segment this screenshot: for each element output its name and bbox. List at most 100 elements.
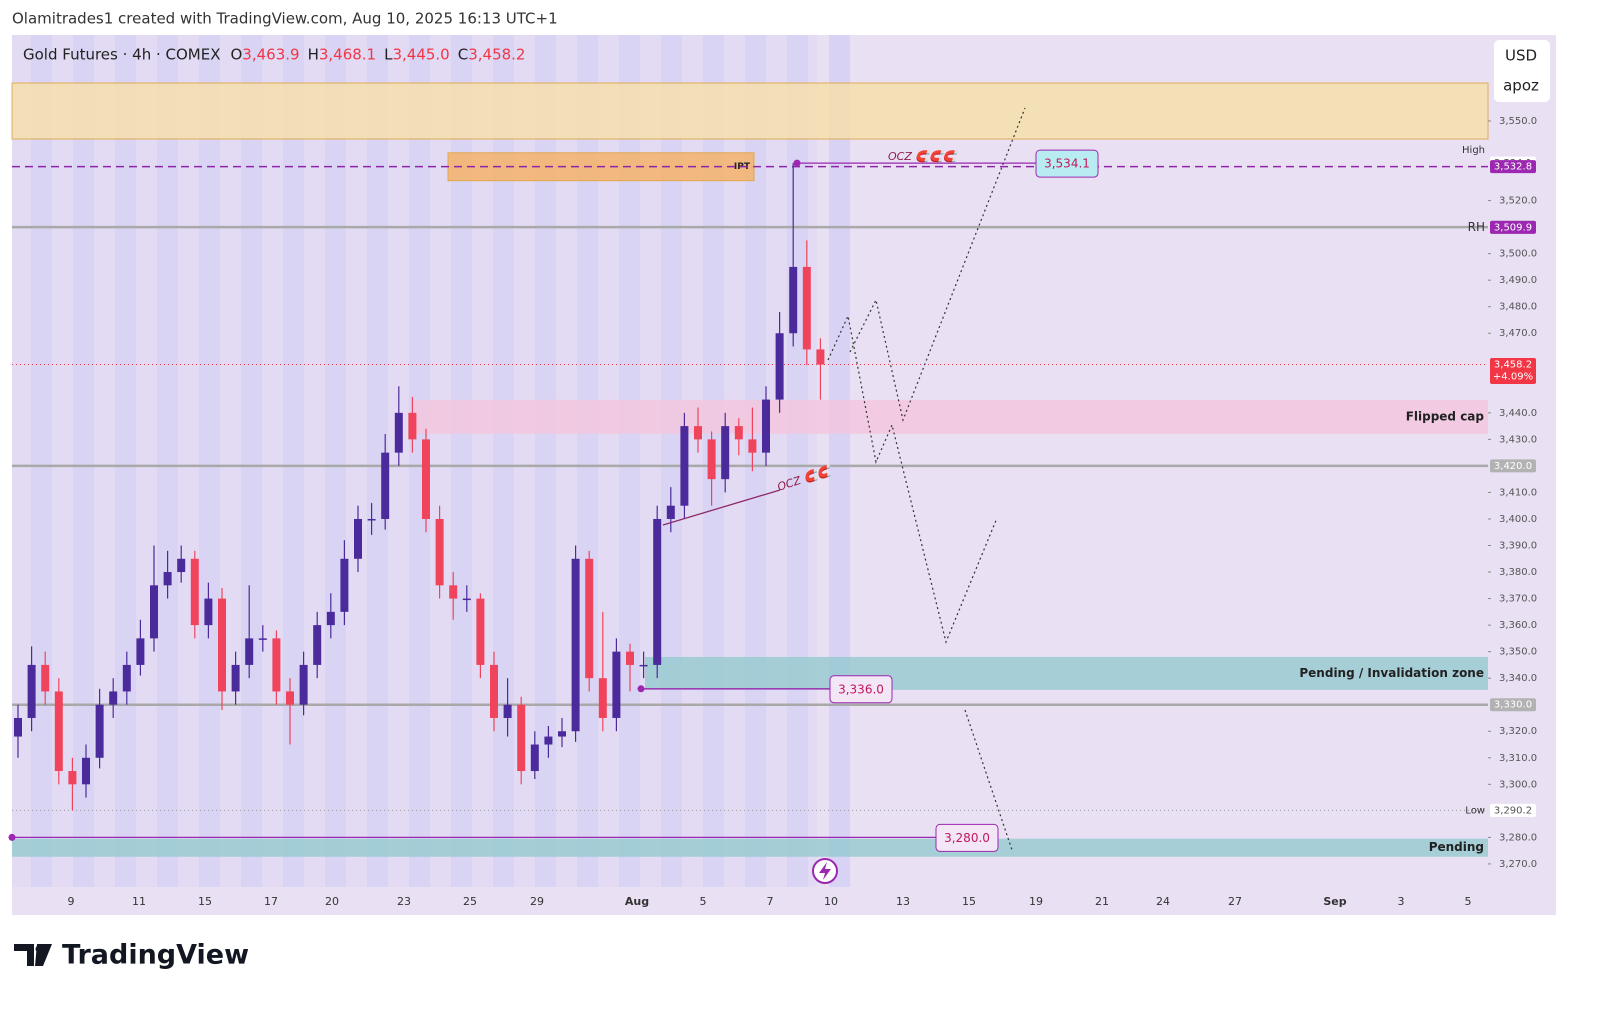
candle-body (163, 572, 172, 586)
candle-body (571, 558, 580, 732)
callout-label: 3,534.1 (1044, 157, 1090, 171)
candle-body (639, 664, 648, 667)
logo-dot (35, 945, 43, 953)
candle-body (476, 598, 485, 665)
x-tick-label: 29 (530, 895, 544, 908)
price-label: 3,290.2 (1494, 805, 1532, 816)
currency-box[interactable] (1494, 40, 1550, 102)
candle-body (381, 452, 390, 519)
candle-body (462, 598, 471, 601)
session-band (241, 35, 262, 887)
legend-value: 3,458.2 (468, 46, 525, 64)
x-tick-label: 15 (198, 895, 212, 908)
x-tick-label: 15 (962, 895, 976, 908)
y-tick-label: 3,280.0 (1499, 832, 1537, 843)
price-label: 3,330.0 (1494, 700, 1532, 711)
price-label: 3,509.9 (1494, 222, 1532, 233)
x-tick-label: Sep (1323, 895, 1346, 908)
candle-body (653, 518, 662, 665)
candle-body (585, 558, 594, 679)
x-tick-label: 27 (1228, 895, 1242, 908)
x-tick-label: 3 (1398, 895, 1405, 908)
candle-body (449, 585, 458, 599)
y-tick-label: 3,360.0 (1499, 620, 1537, 631)
zone (12, 838, 1488, 857)
x-tick-label: 7 (767, 895, 774, 908)
annotation: OCZ 🧲🧲🧲 (888, 150, 959, 163)
session-band (325, 35, 346, 887)
x-tick-label: 25 (463, 895, 477, 908)
candle-body (150, 585, 158, 639)
y-tick-label: 3,410.0 (1499, 487, 1537, 498)
zone-label: Pending / Invalidation zone (1299, 666, 1484, 680)
price-tag: High (1462, 145, 1485, 156)
session-band (451, 35, 472, 887)
candle-body (748, 439, 757, 453)
legend-key: H (308, 46, 319, 64)
x-tick-label: 23 (397, 895, 411, 908)
brand: TradingView (62, 940, 249, 971)
candle-body (218, 598, 226, 692)
candle-body (109, 691, 118, 705)
chart-background (12, 35, 1556, 915)
candle-body (95, 704, 104, 758)
y-tick-label: 3,270.0 (1499, 859, 1537, 870)
zone-label: Flipped cap (1406, 409, 1485, 423)
candle-body (136, 638, 145, 665)
candle-body (694, 426, 702, 440)
candle-body (272, 638, 281, 692)
session-band (157, 35, 178, 887)
y-tick-label: 3,310.0 (1499, 753, 1537, 764)
chart-title: Gold Futures · 4h · COMEX (23, 46, 220, 64)
legend-key: O (230, 46, 242, 64)
x-tick-label: 5 (700, 895, 707, 908)
price-label-box (1490, 698, 1536, 712)
session-band (367, 35, 388, 887)
candle-body (231, 664, 240, 692)
callout-anchor (793, 159, 801, 167)
y-tick-label: 3,500.0 (1499, 249, 1537, 260)
price-label: 3,458.2 (1494, 360, 1532, 371)
candle-body (245, 638, 254, 665)
candle-body (816, 349, 825, 365)
legend-key: L (384, 46, 393, 64)
logo (14, 944, 52, 966)
price-label-box (1490, 160, 1536, 174)
price-change: +4.09% (1493, 372, 1533, 383)
x-tick-label: 21 (1095, 895, 1109, 908)
unit[interactable]: apoz (1503, 77, 1539, 95)
y-tick-label: 3,440.0 (1499, 408, 1537, 419)
candle-body (190, 558, 199, 626)
candle-body (490, 664, 498, 718)
zone (11, 82, 1489, 140)
session-band (73, 35, 94, 887)
zone (412, 399, 1488, 434)
currency[interactable]: USD (1505, 47, 1537, 65)
callout-box (829, 675, 893, 704)
candle-body (530, 744, 539, 772)
price-label: 3,420.0 (1494, 461, 1532, 472)
candle-body (626, 651, 634, 665)
legend-value: 3,445.0 (392, 46, 449, 64)
x-tick-label: 9 (68, 895, 75, 908)
callout-box (935, 823, 999, 852)
candle-body (789, 266, 798, 334)
session-band (493, 35, 514, 887)
y-tick-label: 3,380.0 (1499, 567, 1537, 578)
candle-body (14, 717, 22, 737)
x-tick-label: Aug (625, 895, 649, 908)
projection-path (827, 314, 998, 644)
y-tick-label: 3,370.0 (1499, 594, 1537, 605)
candle-body (802, 266, 811, 350)
session-band (535, 35, 556, 887)
y-tick-label: 3,480.0 (1499, 302, 1537, 313)
candle-body (422, 439, 430, 519)
y-tick-label: 3,340.0 (1499, 673, 1537, 684)
candle-body (313, 625, 322, 665)
candle-body (666, 505, 675, 519)
y-tick-label: 3,390.0 (1499, 541, 1537, 552)
candle-body (394, 412, 403, 453)
session-band (619, 35, 640, 887)
